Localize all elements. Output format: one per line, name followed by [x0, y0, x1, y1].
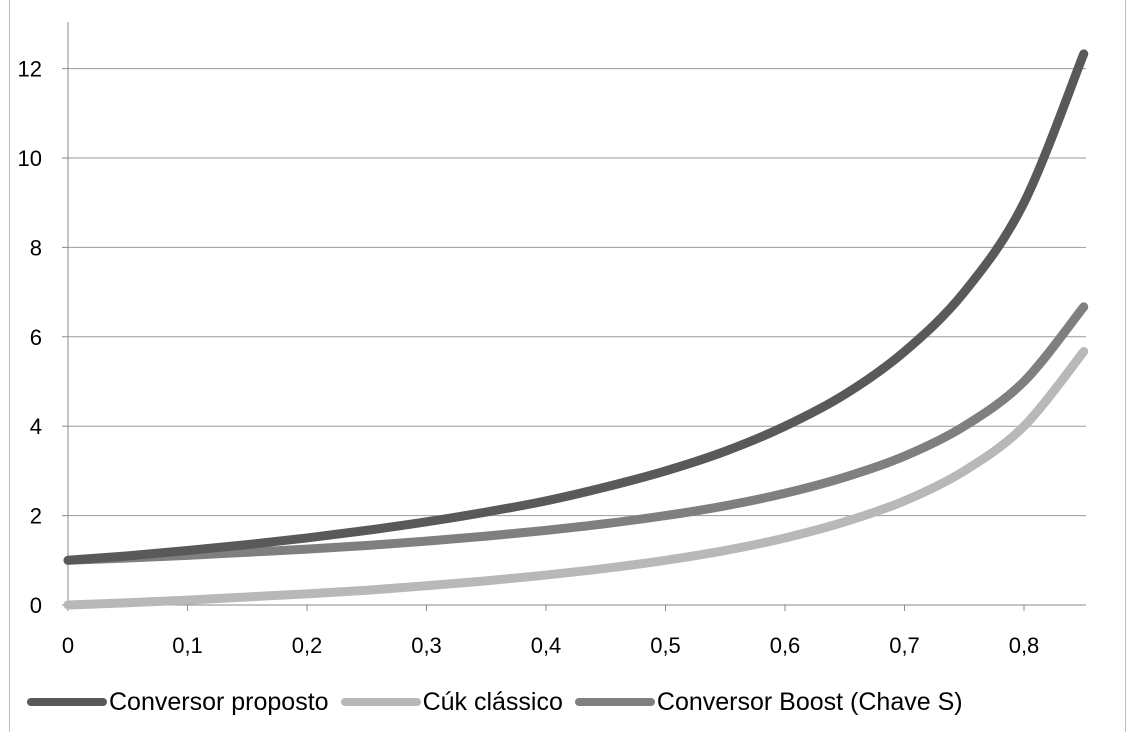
- series-line-cuk-classico: [63, 347, 1089, 610]
- legend-label: Conversor proposto: [109, 687, 329, 716]
- x-tick-label: 0,4: [531, 633, 562, 658]
- series-line-conversor-boost: [63, 302, 1089, 565]
- y-tick-label: 4: [30, 414, 42, 439]
- x-tick-label: 0,7: [889, 633, 920, 658]
- y-tick-labels: 0 2 4 6 8 10 12: [18, 57, 42, 618]
- x-tick-label: 0,5: [650, 633, 681, 658]
- legend-label: Conversor Boost (Chave S): [656, 687, 963, 716]
- y-tick-label: 8: [30, 235, 42, 260]
- legend-item-conversor-proposto: Conversor proposto: [27, 688, 329, 717]
- chart-legend: Conversor proposto Cúk clássico Converso…: [27, 682, 975, 722]
- series-lines: [63, 49, 1089, 610]
- legend-swatch: [340, 698, 421, 706]
- chart-frame: [9, 0, 1126, 732]
- legend-swatch: [574, 698, 655, 706]
- x-tick-label: 0,3: [411, 633, 442, 658]
- x-tick-label: 0,8: [1009, 633, 1040, 658]
- x-tick-labels: 0 0,1 0,2 0,3 0,4 0,5 0,6 0,7 0,8: [62, 633, 1039, 658]
- x-tick-label: 0,1: [172, 633, 203, 658]
- axes: [62, 22, 1086, 611]
- x-tick-label: 0,6: [770, 633, 801, 658]
- y-tick-label: 2: [30, 504, 42, 529]
- legend-swatch: [27, 698, 107, 706]
- legend-item-conversor-boost: Conversor Boost (Chave S): [574, 687, 963, 717]
- x-tick-label: 0: [62, 633, 74, 658]
- y-tick-label: 0: [30, 593, 42, 618]
- grid-lines: [68, 68, 1086, 517]
- series-line-conversor-proposto: [63, 49, 1089, 565]
- legend-item-cuk-classico: Cúk clássico: [340, 687, 563, 717]
- y-tick-label: 6: [30, 325, 42, 350]
- y-tick-label: 12: [18, 57, 42, 82]
- y-tick-label: 10: [18, 146, 42, 171]
- x-tick-label: 0,2: [292, 633, 323, 658]
- legend-label: Cúk clássico: [422, 687, 563, 716]
